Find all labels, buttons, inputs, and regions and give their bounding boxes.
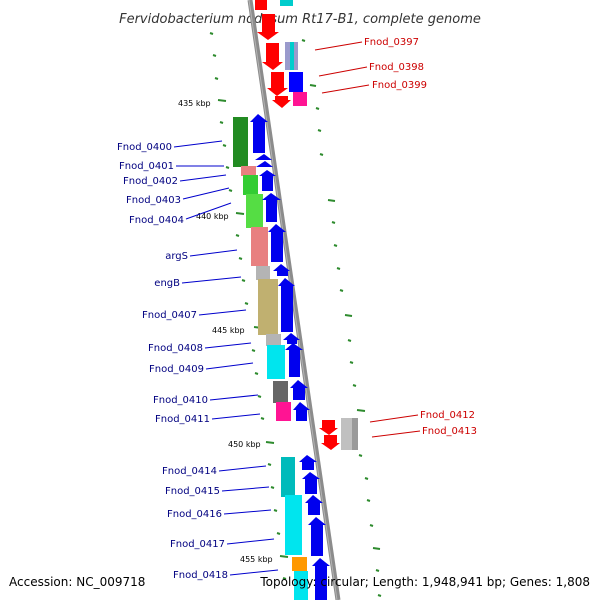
gene-bar-0414 <box>281 457 295 497</box>
kbp-label-435: 435 kbp <box>178 99 211 108</box>
gene-label-fnod-0397[interactable]: Fnod_0397 <box>364 37 419 48</box>
gene-arrow-0396 <box>257 14 279 40</box>
kbp-label-455: 455 kbp <box>240 555 273 564</box>
gene-arrow-0414 <box>299 455 317 470</box>
gene-arrow-0411 <box>293 402 310 421</box>
gene-label-fnod-0403[interactable]: Fnod_0403 <box>126 195 181 206</box>
gene-arrow-0401 <box>255 154 272 160</box>
gene-label-fnod-0414[interactable]: Fnod_0414 <box>162 466 217 477</box>
gene-label-fnod-0412[interactable]: Fnod_0412 <box>420 410 475 421</box>
gene-label-fnod-0404[interactable]: Fnod_0404 <box>129 215 184 226</box>
gene-label-args[interactable]: argS <box>165 251 188 262</box>
gene-label-fnod-0407[interactable]: Fnod_0407 <box>142 310 197 321</box>
gene-label-fnod-0415[interactable]: Fnod_0415 <box>165 486 220 497</box>
outer-tick-marks <box>209 32 289 580</box>
gene-label-engb[interactable]: engB <box>154 278 180 289</box>
gene-label-fnod-0418[interactable]: Fnod_0418 <box>173 570 228 581</box>
gene-bar-engb-a <box>256 266 270 280</box>
forward-gene-arrows <box>250 114 330 600</box>
gene-bar-top-2 <box>255 0 267 10</box>
gene-bar-0411 <box>276 402 291 421</box>
right-leader-lines <box>314 41 421 438</box>
gene-bar-0403 <box>246 194 263 228</box>
gene-label-fnod-0402[interactable]: Fnod_0402 <box>123 176 178 187</box>
gene-arrow-0401-b <box>256 161 273 167</box>
gene-arrow-0403 <box>262 193 281 222</box>
gene-arrow-0402 <box>259 170 276 191</box>
kbp-label-450: 450 kbp <box>228 440 261 449</box>
accession-text: Accession: NC_009718 <box>9 575 145 589</box>
gene-arrow-0408 <box>283 333 300 344</box>
map-title: Fervidobacterium nodosum Rt17-B1, comple… <box>119 12 481 27</box>
gene-arrow-0418 <box>312 558 330 600</box>
genome-backbone <box>247 0 341 600</box>
gene-label-fnod-0409[interactable]: Fnod_0409 <box>149 364 204 375</box>
gene-arrow-0409 <box>285 343 303 377</box>
gene-bar-0419 <box>294 571 308 600</box>
gene-bar-0399 <box>293 92 307 106</box>
gene-arrow-0407 <box>278 278 295 332</box>
gene-arrow-0417 <box>308 517 326 556</box>
gene-bar-0402 <box>243 175 258 195</box>
gene-label-fnod-0401[interactable]: Fnod_0401 <box>119 161 174 172</box>
gene-cluster-top <box>255 0 307 108</box>
gene-bars-left <box>233 117 308 600</box>
gene-label-fnod-0411[interactable]: Fnod_0411 <box>155 414 210 425</box>
gene-bar-0418 <box>292 557 307 571</box>
gene-arrow-0410 <box>290 380 308 400</box>
gene-label-fnod-0400[interactable]: Fnod_0400 <box>117 142 172 153</box>
inner-tick-marks <box>301 39 382 597</box>
gene-bar-0398 <box>289 72 303 92</box>
gene-label-fnod-0413[interactable]: Fnod_0413 <box>422 426 477 437</box>
gene-arrow-0413 <box>321 435 340 450</box>
gene-arrow-0400 <box>250 114 268 153</box>
genome-summary-text: Topology: circular; Length: 1,948,941 bp… <box>259 575 590 589</box>
gene-bar-top-1 <box>280 0 293 6</box>
gene-label-fnod-0399[interactable]: Fnod_0399 <box>372 80 427 91</box>
gene-bar-engb <box>258 279 278 335</box>
gene-bar-0397-b <box>290 42 294 70</box>
gene-arrow-0397 <box>262 43 283 70</box>
left-leader-lines <box>173 140 279 576</box>
gene-bar-0407 <box>266 334 281 346</box>
gene-arrow-0416 <box>305 495 323 515</box>
gene-label-fnod-0410[interactable]: Fnod_0410 <box>153 395 208 406</box>
gene-label-fnod-0416[interactable]: Fnod_0416 <box>167 509 222 520</box>
gene-label-fnod-0408[interactable]: Fnod_0408 <box>148 343 203 354</box>
gene-arrow-0398 <box>267 72 288 96</box>
gene-arrow-0412 <box>319 420 338 435</box>
gene-bar-0401 <box>241 166 256 176</box>
gene-arrow-engb <box>273 264 290 276</box>
gene-bar-0410 <box>273 381 288 403</box>
gene-arrow-0399 <box>272 96 291 108</box>
kbp-label-440: 440 kbp <box>196 212 229 221</box>
gene-arrow-0415 <box>302 472 320 494</box>
gene-cluster-right <box>319 418 358 450</box>
gene-label-fnod-0398[interactable]: Fnod_0398 <box>369 62 424 73</box>
gene-bar-0408 <box>267 345 285 379</box>
kbp-label-445: 445 kbp <box>212 326 245 335</box>
gene-arrow-args <box>268 224 286 262</box>
gene-bar-0412-b <box>352 418 358 450</box>
gene-bar-0400 <box>233 117 248 167</box>
gene-bar-args <box>251 227 268 266</box>
gene-label-fnod-0417[interactable]: Fnod_0417 <box>170 539 225 550</box>
gene-bar-0415 <box>285 495 302 555</box>
